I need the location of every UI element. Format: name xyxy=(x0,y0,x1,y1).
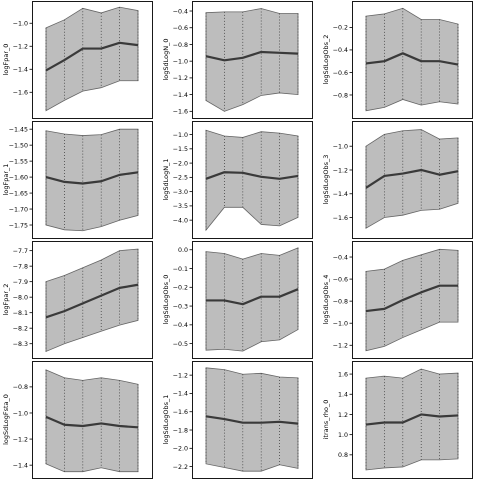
y-tick-label: −0.8 xyxy=(333,92,348,99)
y-axis-label: logSdLogObs_3 xyxy=(322,155,330,205)
y-tick-label: −1.6 xyxy=(173,409,188,416)
y-tick-label: −3.0 xyxy=(173,189,188,196)
y-tick-label: −0.4 xyxy=(173,322,188,329)
y-tick-label: −1.65 xyxy=(9,190,28,197)
y-axis-label: logSdLogObs_1 xyxy=(162,395,170,445)
y-axis-label: logSdLogN_1 xyxy=(162,158,170,200)
y-tick-label: −1.2 xyxy=(333,343,348,350)
ci-band xyxy=(206,130,298,230)
y-tick-label: −1.2 xyxy=(173,75,188,82)
y-tick-label: −0.2 xyxy=(333,25,348,32)
panel-logFpar_2: −8.3 −8.2 −8.1 −8.0 −7.9 −7.8 −7.7 logFpar_2 xyxy=(2,242,153,359)
y-tick-label: −8.2 xyxy=(13,325,28,332)
panel-logSdLogObs_0: −0.5 −0.4 −0.3 −0.2 −0.1 0.0 logSdLogObs_0 xyxy=(162,242,313,359)
y-tick-label: −1.4 xyxy=(173,92,188,99)
ci-band xyxy=(206,368,298,471)
y-tick-label: −2.2 xyxy=(173,464,188,471)
y-tick-label: −1.60 xyxy=(9,174,28,181)
y-tick-label: −0.3 xyxy=(173,303,188,310)
y-tick-label: −1.0 xyxy=(13,21,28,28)
y-tick-label: −0.1 xyxy=(173,266,188,273)
y-tick-label: −1.4 xyxy=(13,67,28,74)
y-tick-label: −2.0 xyxy=(173,446,188,453)
y-axis-label: logSdLogN_0 xyxy=(162,38,170,80)
ci-band xyxy=(366,249,458,350)
panel-logSdLogObs_1: −2.2 −2.0 −1.8 −1.6 −1.4 −1.2 logSdLogObs_1 xyxy=(162,362,313,479)
y-tick-label: −7.7 xyxy=(13,248,28,255)
y-tick-label: −0.6 xyxy=(173,25,188,32)
y-tick-label: −0.2 xyxy=(173,285,188,292)
y-tick-label: −8.3 xyxy=(13,341,28,348)
y-tick-label: −0.5 xyxy=(173,341,188,348)
panel-logSdLogObs_4: −1.2 −1.0 −0.8 −0.6 −0.4 logSdLogObs_4 xyxy=(322,242,473,359)
y-tick-label: −0.4 xyxy=(173,8,188,15)
y-axis-label: logSdLogObs_2 xyxy=(322,35,330,85)
y-tick-label: −4.0 xyxy=(173,217,188,224)
y-tick-label: −1.0 xyxy=(173,58,188,65)
y-tick-label: −1.6 xyxy=(333,215,348,222)
y-tick-label: −0.6 xyxy=(333,70,348,77)
y-tick-label: 0.8 xyxy=(338,452,348,459)
y-tick-label: 1.4 xyxy=(338,392,348,399)
panel-itrans_rho_0: 0.8 1.0 1.2 1.4 1.6 itrans_rho_0 xyxy=(322,362,473,479)
y-tick-label: −1.45 xyxy=(9,126,28,133)
panel-logSdLogN_1: −4.0 −3.5 −3.0 −2.5 −2.0 −1.5 −1.0 logSdLogN_1 xyxy=(162,122,313,239)
y-tick-label: −1.0 xyxy=(333,144,348,151)
y-tick-label: −2.5 xyxy=(173,175,188,182)
y-tick-label: −0.8 xyxy=(333,298,348,305)
panel-logSdLogN_0: −1.6 −1.4 −1.2 −1.0 −0.8 −0.6 −0.4 logSdLogN_0 xyxy=(162,2,313,119)
y-axis-label: logSdLogFsta_0 xyxy=(2,394,10,445)
y-tick-label: −1.70 xyxy=(9,206,28,213)
y-tick-label: −1.0 xyxy=(173,132,188,139)
y-tick-label: −1.2 xyxy=(13,436,28,443)
y-axis-label: logSdLogObs_4 xyxy=(322,275,330,325)
y-tick-label: −8.0 xyxy=(13,294,28,301)
y-tick-label: −7.8 xyxy=(13,263,28,270)
y-tick-label: −0.4 xyxy=(333,254,348,261)
y-tick-label: −1.8 xyxy=(173,427,188,434)
y-axis-label: logSdLogObs_0 xyxy=(162,275,170,325)
y-tick-label: 0.0 xyxy=(178,247,188,254)
y-tick-label: 1.0 xyxy=(338,432,348,439)
y-tick-label: −1.6 xyxy=(13,90,28,97)
y-tick-label: −2.0 xyxy=(173,160,188,167)
y-tick-label: −1.2 xyxy=(333,167,348,174)
y-axis-label: logFpar_2 xyxy=(2,284,10,316)
y-tick-label: −1.2 xyxy=(173,372,188,379)
y-tick-label: −1.2 xyxy=(13,44,28,51)
y-tick-label: −0.8 xyxy=(173,42,188,49)
panel-logFpar_0: −1.6 −1.4 −1.2 −1.0 logFpar_0 xyxy=(2,2,153,119)
ci-band xyxy=(46,7,138,111)
y-tick-label: −1.5 xyxy=(173,146,188,153)
y-tick-label: −1.55 xyxy=(9,158,28,165)
ci-band xyxy=(366,8,458,111)
y-tick-label: −1.4 xyxy=(13,462,28,469)
ci-band xyxy=(46,370,138,472)
y-tick-label: −0.6 xyxy=(333,276,348,283)
y-tick-label: −7.9 xyxy=(13,279,28,286)
y-tick-label: −1.0 xyxy=(333,321,348,328)
y-tick-label: −0.8 xyxy=(13,384,28,391)
y-tick-label: −1.0 xyxy=(13,410,28,417)
panel-logFpar_1: −1.75 −1.70 −1.65 −1.60 −1.55 −1.50 −1.45 logFp… xyxy=(2,122,153,239)
y-tick-label: 1.6 xyxy=(338,371,348,378)
y-tick-label: −1.4 xyxy=(173,391,188,398)
y-tick-label: −3.5 xyxy=(173,203,188,210)
y-tick-label: 1.2 xyxy=(338,412,348,419)
y-tick-label: −1.75 xyxy=(9,222,28,229)
y-tick-label: −0.4 xyxy=(333,47,348,54)
y-axis-label: logFpar_1 xyxy=(2,164,10,196)
y-tick-label: −1.6 xyxy=(173,109,188,116)
y-tick-label: −1.50 xyxy=(9,142,28,149)
y-tick-label: −8.1 xyxy=(13,310,28,317)
y-axis-label: itrans_rho_0 xyxy=(322,400,330,440)
y-tick-label: −1.4 xyxy=(333,191,348,198)
y-axis-label: logFpar_0 xyxy=(2,44,10,76)
